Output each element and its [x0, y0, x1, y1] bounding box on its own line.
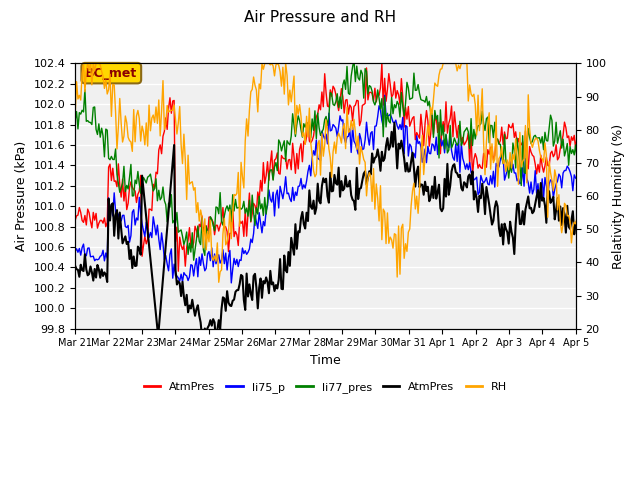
Y-axis label: Relativity Humidity (%): Relativity Humidity (%) — [612, 123, 625, 269]
Y-axis label: Air Pressure (kPa): Air Pressure (kPa) — [15, 141, 28, 251]
Text: Air Pressure and RH: Air Pressure and RH — [244, 10, 396, 24]
Text: BC_met: BC_met — [85, 67, 138, 80]
Legend: AtmPres, li75_p, li77_pres, AtmPres, RH: AtmPres, li75_p, li77_pres, AtmPres, RH — [139, 378, 512, 397]
X-axis label: Time: Time — [310, 354, 341, 367]
